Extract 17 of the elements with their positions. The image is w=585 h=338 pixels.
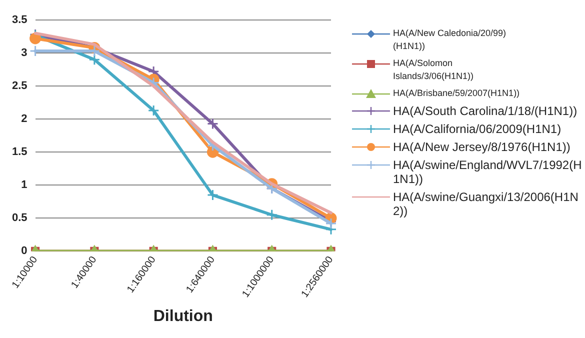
y-tick-label: 1 — [21, 179, 28, 192]
y-tick-label: 3.5 — [12, 14, 28, 26]
y-tick-label: 0 — [21, 245, 28, 258]
legend-label: HA(A/South Carolina/1/18/(H1N1)) — [393, 104, 578, 118]
legend-label: HA(A/New Jersey/8/1976(H1N1)) — [393, 140, 572, 154]
legend-label: HA(A/California/06/2009(H1N1) — [393, 122, 562, 136]
y-tick-label: 0.5 — [12, 212, 28, 224]
legend-label: HA(A/Brisbane/59/2007(H1N1)) — [393, 87, 521, 100]
y-tick-label: 2.5 — [12, 80, 28, 92]
legend-label: HA(A/New Caledonia/20/99)(H1N1)) — [393, 27, 508, 53]
legend-label: HA(A/Solomon Islands/3/06(H1N1)) — [393, 57, 475, 83]
y-tick-label: 2 — [21, 113, 28, 126]
y-tick-label: 1.5 — [12, 146, 28, 158]
legend-label: HA(A/swine/Guangxi/13/2006(H1N2)) — [393, 190, 580, 218]
x-axis-title: Dilution — [153, 308, 213, 325]
y-tick-label: 3 — [21, 47, 28, 60]
legend-label: HA(A/swine/England/WVL7/1992(H1N1)) — [393, 158, 583, 186]
